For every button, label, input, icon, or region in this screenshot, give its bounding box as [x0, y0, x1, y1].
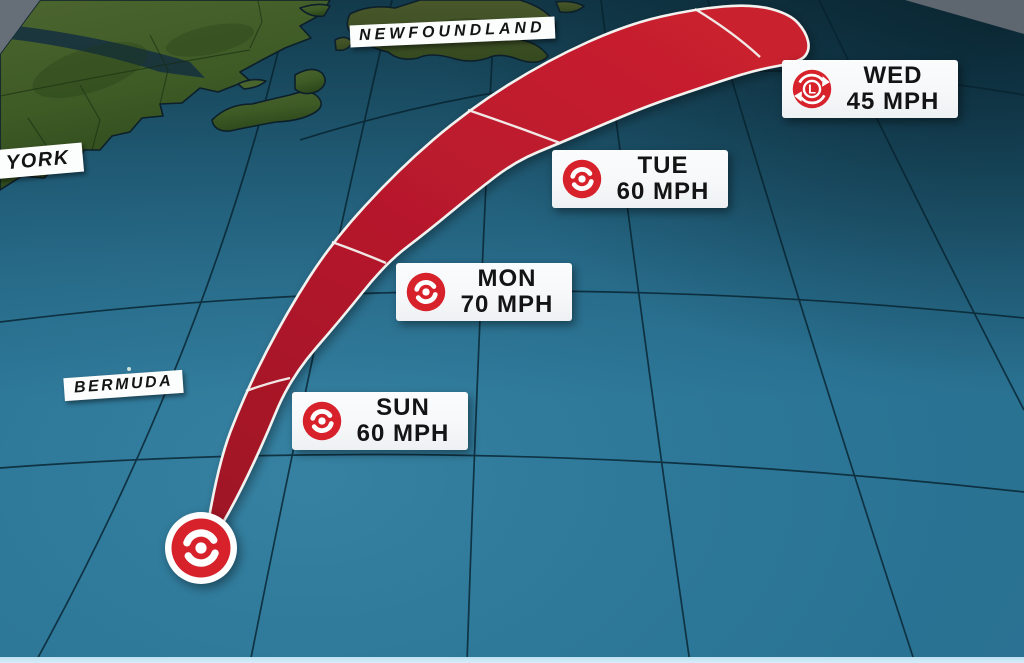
forecast-day: WED: [863, 62, 923, 90]
bermuda-island-dot: [127, 367, 131, 371]
tropical-storm-icon: [302, 401, 342, 441]
st-lawrence-river: [0, 24, 205, 78]
sky-beyond-globe: [0, 0, 1024, 54]
forecast-marker-mon: MON 70 MPH: [396, 263, 572, 321]
tropical-storm-icon: [562, 159, 602, 199]
forecast-speed: 60 MPH: [356, 420, 450, 447]
forecast-cone: [201, 4, 810, 558]
post-tropical-low-icon: L: [792, 69, 832, 109]
forecast-marker-sun: SUN 60 MPH: [292, 392, 468, 450]
tropical-storm-icon: [406, 272, 446, 312]
forecast-marker-tue: TUE 60 MPH: [552, 150, 728, 208]
forecast-day: MON: [477, 265, 537, 293]
current-position-tropical-storm-icon: [165, 512, 237, 584]
forecast-marker-wed: L WED 45 MPH: [782, 60, 958, 118]
cone-day-dividers: [245, 7, 761, 393]
forecast-speed: 70 MPH: [460, 291, 554, 318]
forecast-speed: 60 MPH: [616, 178, 710, 205]
bottom-edge-strip: [0, 657, 1024, 663]
svg-text:L: L: [808, 82, 816, 97]
forecast-day: TUE: [637, 152, 689, 180]
forecast-day: SUN: [376, 394, 430, 422]
forecast-speed: 45 MPH: [846, 88, 940, 115]
